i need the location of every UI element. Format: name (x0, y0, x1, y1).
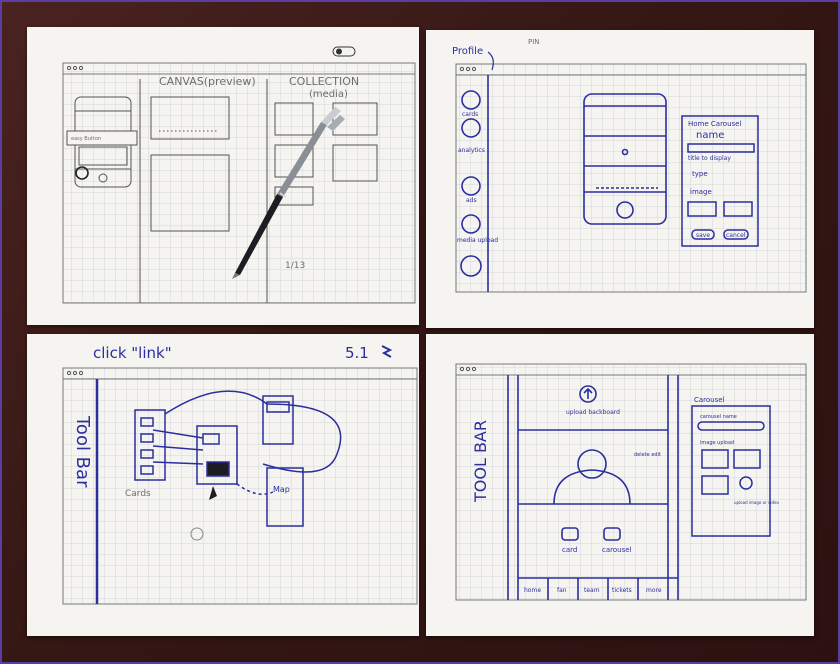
collection-box-1 (274, 102, 314, 136)
header-note: click "link" (93, 344, 172, 362)
card-label: card (562, 546, 577, 554)
tab-fan: fan (557, 587, 567, 594)
sidebar-item-ads: ads (466, 197, 477, 204)
sketch-sheet-fan-app: TOOL BAR upload backboard delete edit ca… (426, 334, 814, 636)
sidebar-item-analytics: analytics (458, 147, 485, 154)
panel-upload-note: upload image or video (734, 500, 779, 505)
map-label: Map (273, 485, 290, 494)
grid-area (455, 63, 807, 293)
tab-tickets: tickets (612, 587, 632, 594)
upload-label: upload backboard (566, 409, 620, 416)
form-name-label: name (696, 130, 724, 141)
cancel-button-sketch: cancel (726, 232, 746, 239)
layout-lines (507, 375, 679, 600)
form-image-label: image (690, 188, 712, 196)
collection-box-5 (274, 186, 314, 206)
canvas-label: CANVAS(preview) (159, 75, 256, 88)
phone-sketch (66, 96, 138, 188)
toolbar-label: Tool Bar (72, 415, 93, 488)
card-stack-sketch (134, 390, 342, 527)
save-button-sketch: save (696, 232, 710, 239)
toggle-sketch (332, 46, 356, 57)
grid-area (455, 363, 807, 601)
tab-team: team (584, 587, 600, 594)
phone-sketch (583, 93, 667, 225)
sidebar-item-cards: cards (462, 111, 478, 118)
sidebar-sketch (460, 75, 489, 292)
form-title: Home Carousel (688, 120, 741, 128)
grid-area (62, 367, 418, 605)
carousel-label: carousel (602, 546, 632, 554)
form-type-label: type (692, 170, 708, 178)
phone-text: easy Button (71, 136, 101, 142)
sidebar-item-media: media upload (457, 237, 498, 244)
canvas-box-top (150, 96, 230, 140)
toolbar-label: TOOL BAR (471, 420, 490, 503)
collection-sub-label: (media) (309, 89, 348, 100)
tab-home: home (524, 587, 541, 594)
tab-more: more (646, 587, 662, 594)
panel-title: Carousel (694, 396, 725, 404)
corner-note: 1/13 (285, 261, 305, 271)
version-label: 5.1 (345, 344, 369, 362)
canvas-box-bottom (150, 154, 230, 232)
cards-label: Cards (125, 489, 151, 499)
sketch-sheet-canvas: easy Button CANVAS(preview) COLLECTION (… (27, 27, 419, 325)
panel-name-label: carousel name (700, 414, 737, 420)
sketch-sheet-toolbar-link: click "link" 5.1 Tool Bar (27, 334, 419, 636)
profile-label: Profile (452, 46, 483, 57)
collection-label: COLLECTION (289, 75, 359, 88)
carousel-panel (691, 405, 771, 537)
collection-box-4 (332, 144, 378, 182)
sketch-sheet-cards: Profile PIN cards analytics ads media up… (426, 30, 814, 328)
edit-label: delete edit (634, 452, 661, 458)
pin-label: PIN (528, 38, 540, 46)
panel-upload-label: image upload (700, 440, 734, 446)
form-panel (681, 115, 759, 247)
form-title-field: title to display (688, 155, 731, 162)
pen (232, 107, 345, 279)
